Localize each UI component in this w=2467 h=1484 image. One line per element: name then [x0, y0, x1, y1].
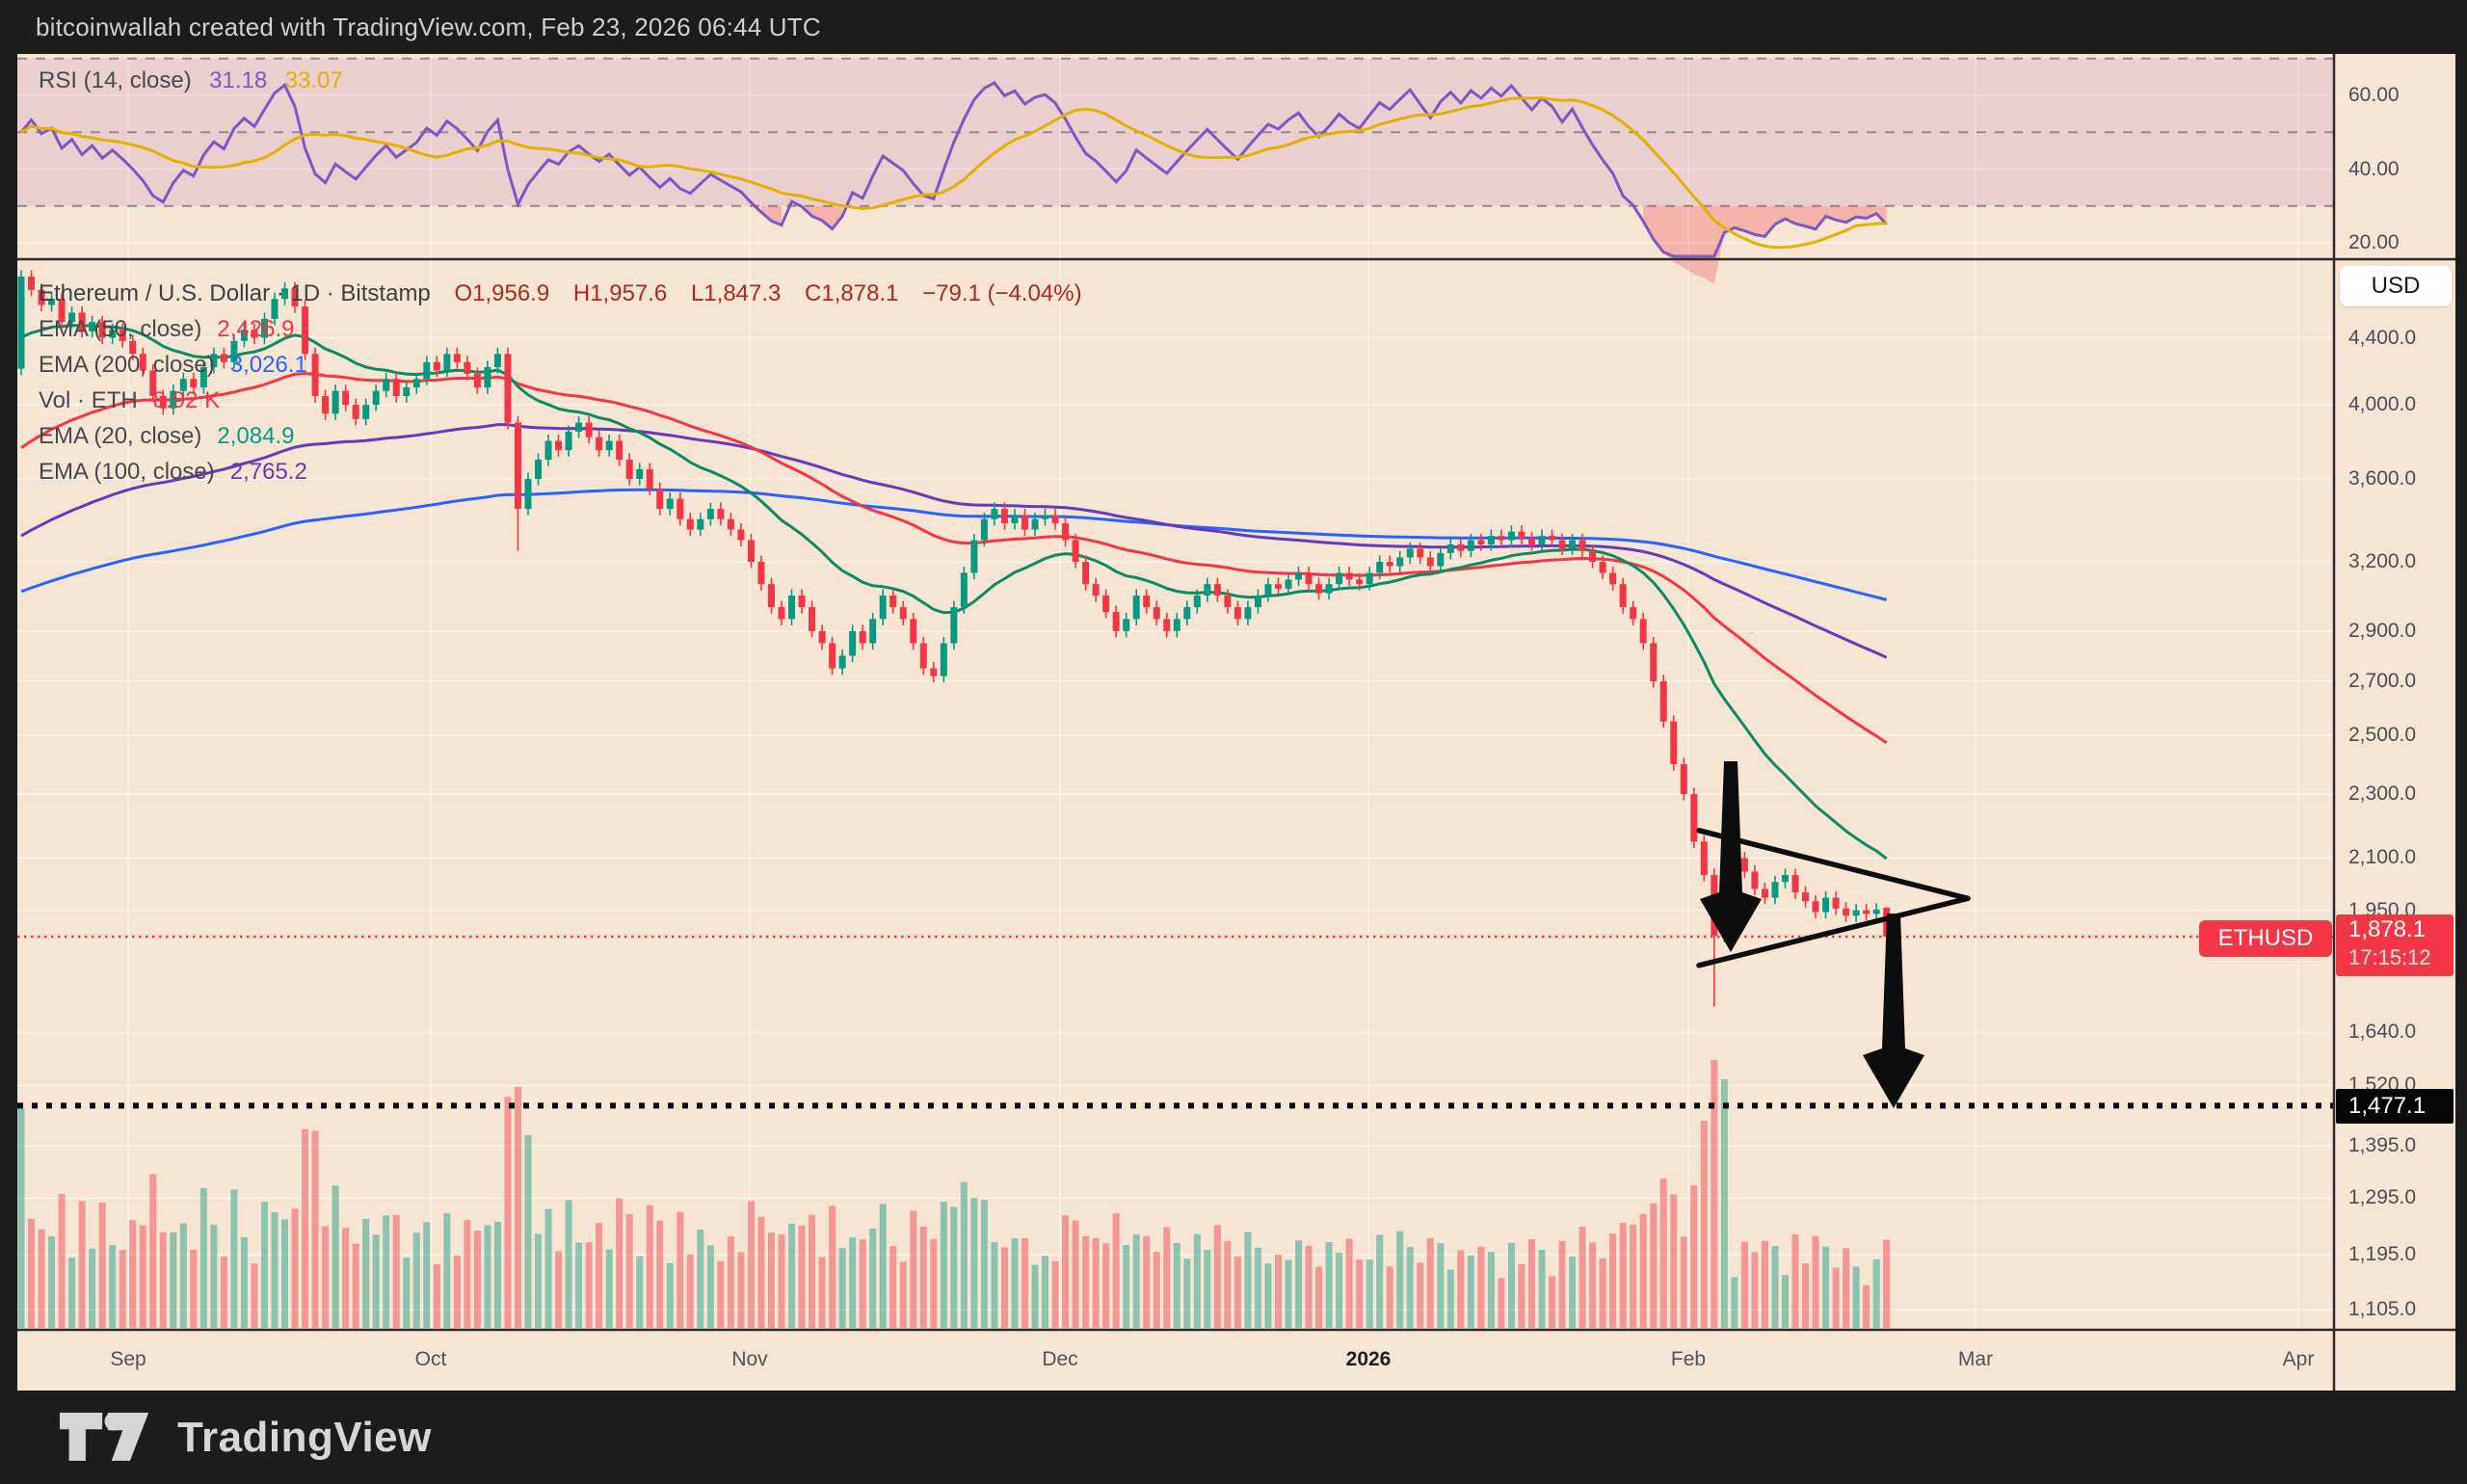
time-tick-label: Apr [2282, 1348, 2315, 1370]
indicator-legend-row[interactable]: EMA (50, close) 2,426.9 [39, 316, 294, 343]
last-price-value: 1,878.1 [2348, 916, 2427, 942]
triangle-lower-trendline [1696, 895, 1971, 968]
price-tick-label: 2,700.0 [2348, 670, 2417, 693]
rsi-tick-label: 40.00 [2348, 157, 2400, 180]
indicator-legend-row[interactable]: EMA (100, close) 2,765.2 [39, 459, 307, 486]
time-tick-label: 2026 [1345, 1348, 1392, 1370]
rsi-tick-label: 20.00 [2348, 231, 2400, 253]
symbol-title: Ethereum / U.S. Dollar · 1D · Bitstamp [39, 280, 431, 306]
price-tick-label: 1,640.0 [2348, 1020, 2417, 1043]
indicator-label: EMA (100, close) [39, 459, 215, 485]
ema100-line [20, 423, 1888, 659]
ohlc-close: C1,878.1 [805, 280, 899, 306]
ema50-line [20, 371, 1888, 745]
rsi-ma-line [20, 96, 1887, 250]
indicator-label: EMA (50, close) [39, 316, 202, 342]
time-tick-label: Nov [731, 1348, 768, 1370]
time-tick-label: Oct [414, 1348, 447, 1370]
indicator-value: 3,026.1 [229, 352, 307, 378]
time-tick-label: Sep [110, 1348, 146, 1370]
rsi-legend[interactable]: RSI (14, close) 31.18 33.07 [39, 67, 343, 94]
down-arrow-annotation [1700, 761, 1762, 952]
price-tick-label: 1,105.0 [2348, 1298, 2417, 1321]
currency-toggle-button[interactable]: USD [2340, 266, 2452, 306]
indicator-legend-row[interactable]: EMA (200, close) 3,026.1 [39, 352, 307, 379]
down-arrow-annotation [1863, 914, 1924, 1108]
ohlc-high: H1,957.6 [572, 280, 668, 306]
time-tick-label: Mar [1957, 1348, 1994, 1370]
last-price-label: 1,878.1 17:15:12 [2336, 914, 2454, 976]
indicator-legend-row[interactable]: EMA (20, close) 2,084.9 [39, 423, 294, 450]
chart-background [17, 54, 2455, 1391]
indicator-value: 8.92 K [152, 387, 221, 413]
symbol-legend[interactable]: Ethereum / U.S. Dollar · 1D · Bitstamp O… [39, 280, 1082, 307]
price-tick-label: 4,400.0 [2348, 326, 2417, 349]
rsi-ma-value: 33.07 [284, 67, 343, 93]
price-tick-label: 1,295.0 [2348, 1186, 2417, 1209]
rsi-line [19, 80, 1888, 258]
footer-bar: TradingView [0, 1391, 2467, 1484]
price-tick-label: 4,000.0 [2348, 393, 2417, 416]
indicator-legend-row[interactable]: Vol · ETH 8.92 K [39, 387, 220, 414]
symbol-price-tag: ETHUSD [2199, 920, 2332, 957]
ema200-line [20, 488, 1888, 601]
price-tick-label: 2,500.0 [2348, 724, 2417, 747]
price-tick-label: 2,300.0 [2348, 782, 2417, 806]
price-tick-label: 3,200.0 [2348, 549, 2417, 572]
price-tick-label: 1,195.0 [2348, 1243, 2417, 1266]
tradingview-logo-icon [60, 1412, 149, 1461]
price-tick-label: 3,600.0 [2348, 467, 2417, 490]
price-tick-label: 2,100.0 [2348, 846, 2417, 869]
time-tick-label: Feb [1670, 1348, 1707, 1370]
ohlc-change: −79.1 (−4.04%) [922, 280, 1082, 306]
indicator-value: 2,084.9 [217, 423, 295, 449]
price-tick-label: 1,395.0 [2348, 1134, 2417, 1157]
attribution-bar: bitcoinwallah created with TradingView.c… [0, 0, 2467, 54]
price-tick-label: 2,900.0 [2348, 619, 2417, 642]
tradingview-wordmark: TradingView [177, 1413, 432, 1461]
indicator-label: EMA (200, close) [39, 352, 215, 378]
ohlc-open: O1,956.9 [454, 280, 550, 306]
indicator-value: 2,765.2 [229, 459, 307, 485]
support-level-label: 1,477.1 [2336, 1089, 2454, 1124]
triangle-upper-trendline [1696, 828, 1971, 902]
bar-countdown: 17:15:12 [2348, 945, 2431, 969]
ohlc-low: L1,847.3 [690, 280, 782, 306]
indicator-label: EMA (20, close) [39, 423, 202, 449]
attribution-text: bitcoinwallah created with TradingView.c… [36, 12, 821, 41]
rsi-value: 31.18 [209, 67, 268, 93]
rsi-legend-label: RSI (14, close) [39, 67, 192, 93]
time-tick-label: Dec [1042, 1348, 1078, 1370]
indicator-label: Vol · ETH [39, 387, 138, 413]
tradingview-logo[interactable]: TradingView [60, 1412, 432, 1463]
indicator-value: 2,426.9 [217, 316, 295, 342]
rsi-tick-label: 60.00 [2348, 84, 2400, 106]
